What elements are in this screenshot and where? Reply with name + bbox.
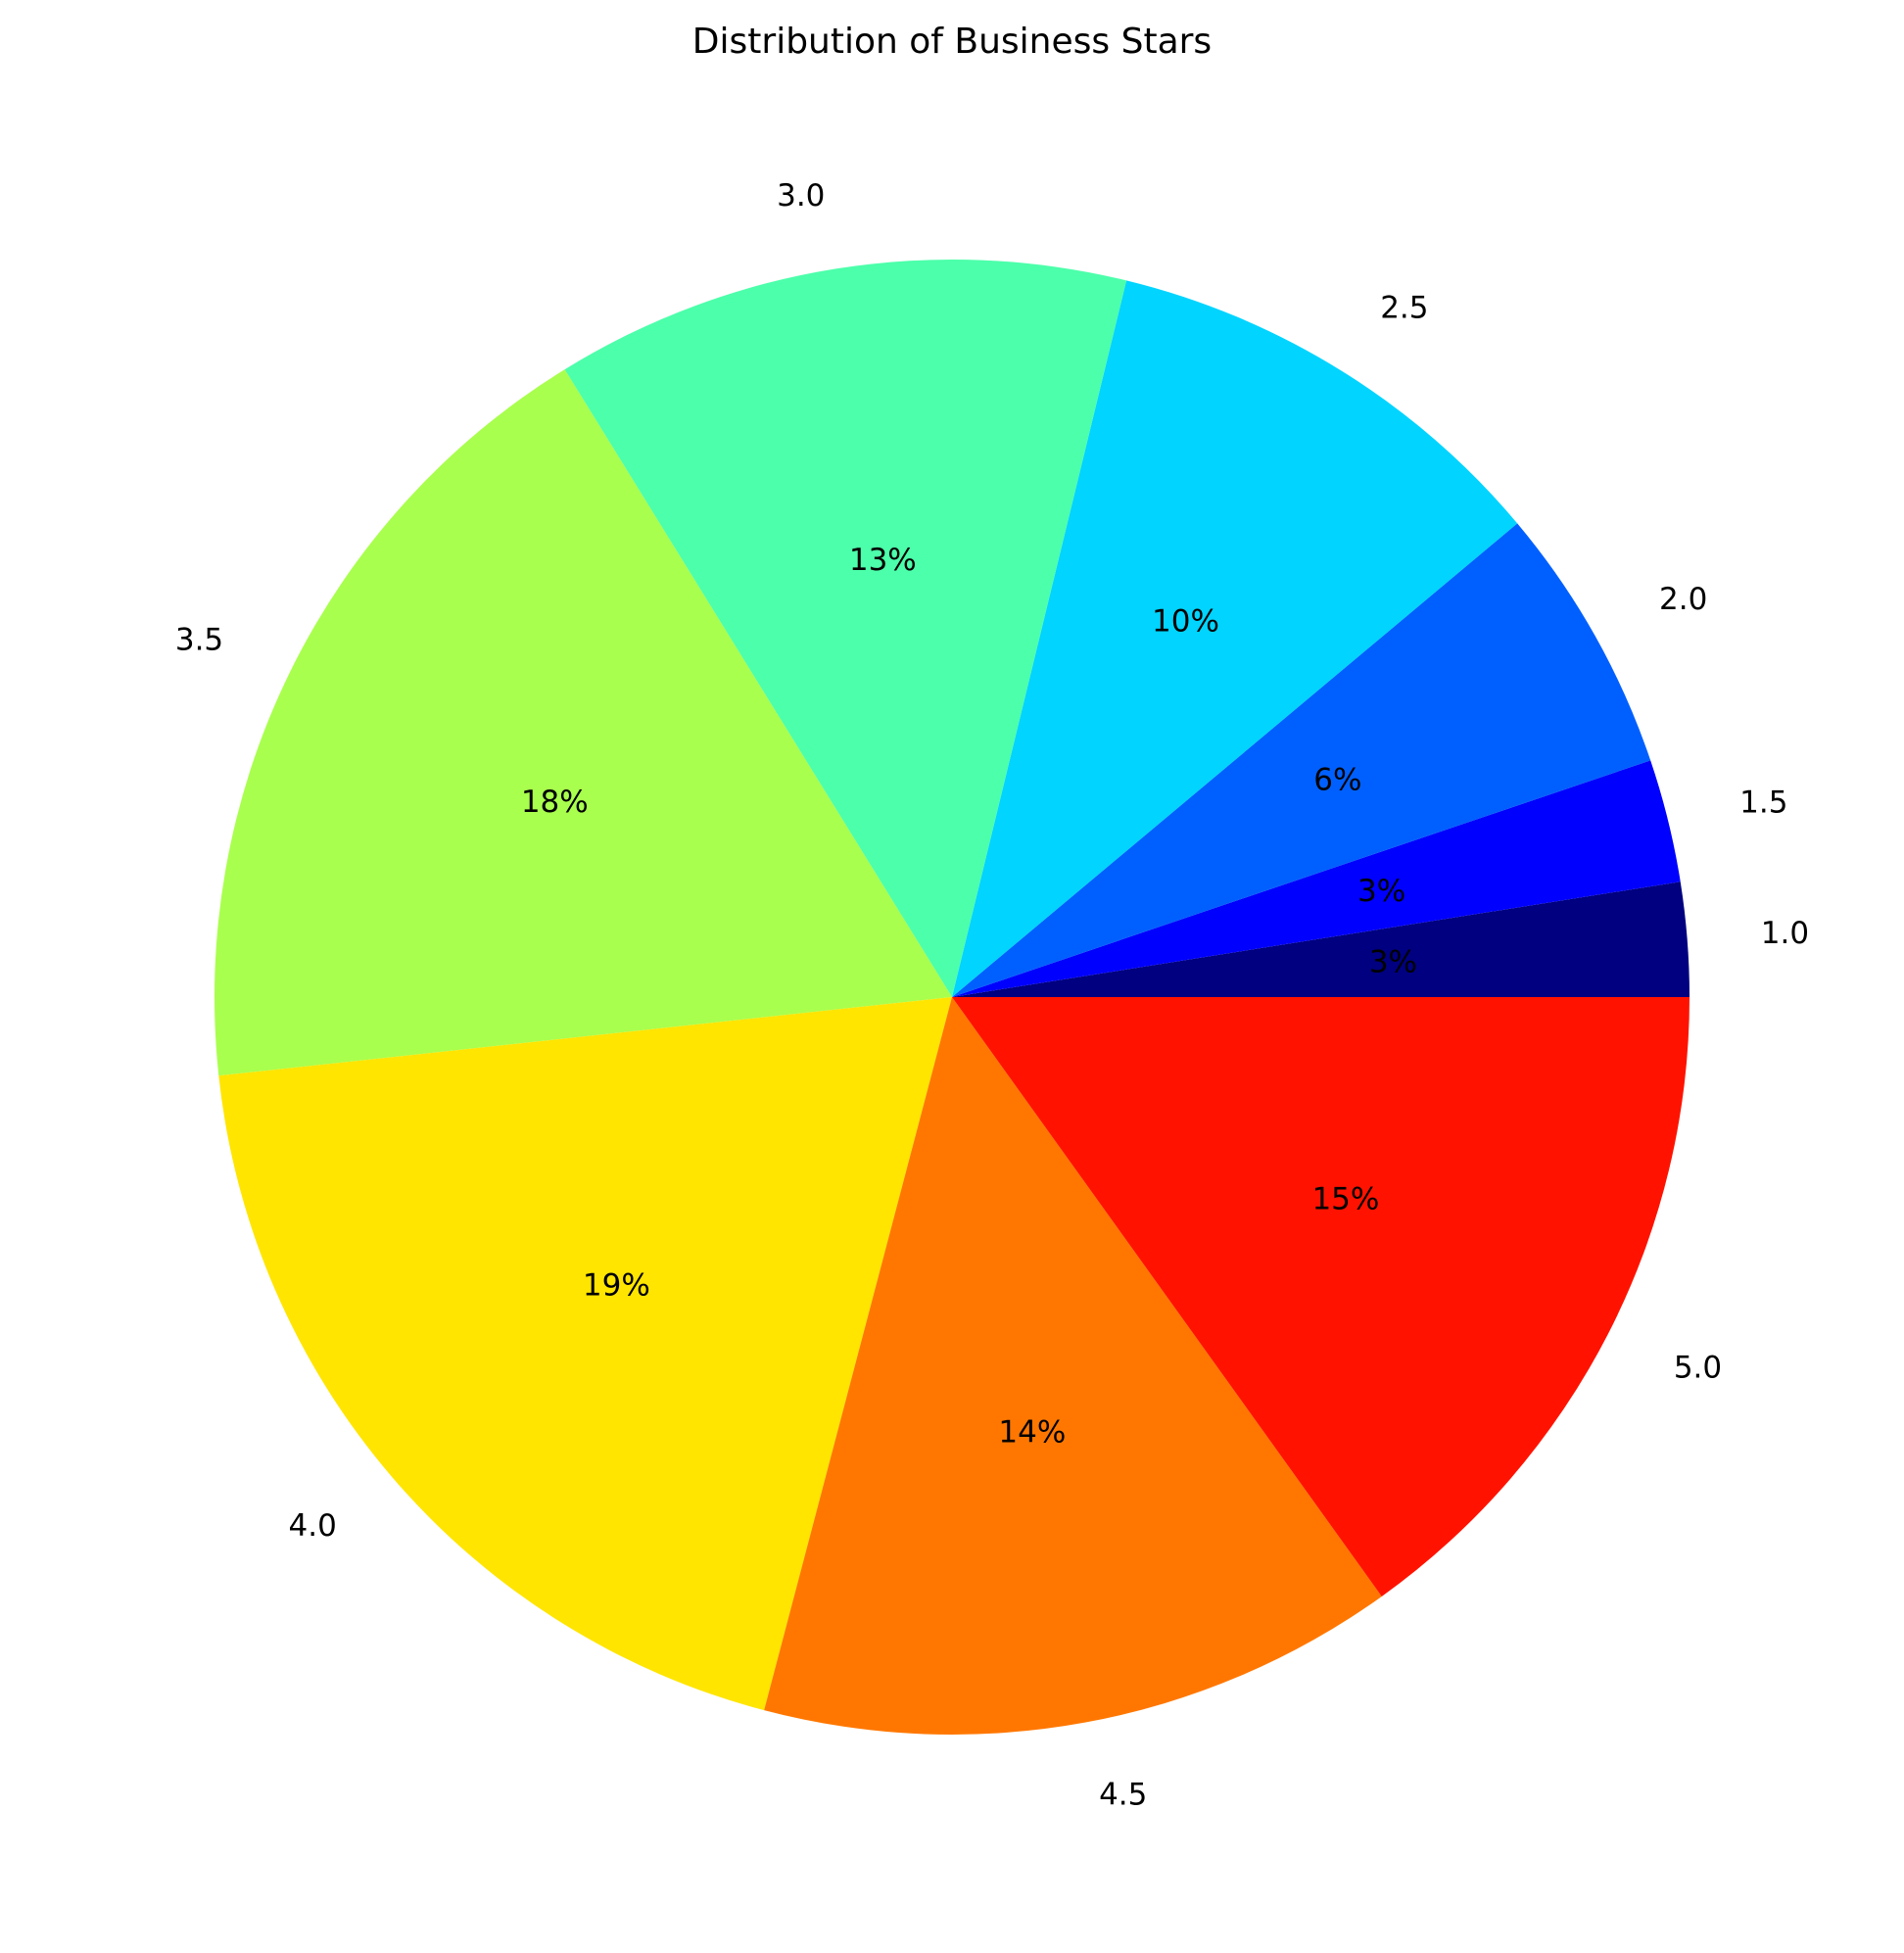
pie-slice-2.0	[952, 523, 1651, 997]
category-label-1.0: 1.0	[1761, 916, 1809, 951]
pie-slice-1.0	[952, 881, 1690, 997]
category-label-1.5: 1.5	[1739, 786, 1787, 821]
percent-label-1.0: 3%	[1369, 945, 1417, 980]
pie-slice-5.0	[952, 997, 1690, 1596]
category-label-3.5: 3.5	[175, 623, 223, 658]
percent-label-4.0: 19%	[583, 1268, 650, 1304]
percent-label-2.5: 10%	[1152, 603, 1219, 639]
pie-slices	[214, 259, 1690, 1735]
pie-slice-4.5	[764, 997, 1382, 1735]
percent-label-5.0: 15%	[1311, 1181, 1379, 1216]
chart-title: Distribution of Business Stars	[691, 22, 1213, 62]
category-label-4.0: 4.0	[289, 1508, 337, 1544]
percent-label-2.0: 6%	[1313, 763, 1361, 798]
pie-slice-1.5	[952, 760, 1681, 997]
pie-slice-4.0	[218, 997, 953, 1711]
category-label-3.0: 3.0	[777, 178, 825, 214]
category-label-2.5: 2.5	[1380, 290, 1428, 325]
percent-label-4.5: 14%	[998, 1414, 1066, 1450]
percent-label-1.5: 3%	[1357, 874, 1405, 909]
pie-slice-3.0	[564, 259, 1127, 997]
percent-label-3.0: 13%	[849, 543, 917, 578]
category-label-5.0: 5.0	[1674, 1350, 1722, 1385]
category-label-4.5: 4.5	[1099, 1778, 1147, 1813]
pie-slice-2.5	[952, 280, 1518, 997]
percent-label-3.5: 18%	[521, 785, 589, 820]
pie-slice-3.5	[214, 369, 952, 1076]
category-label-2.0: 2.0	[1659, 582, 1707, 617]
pie-labels: 3% 1.0 3% 1.5 6% 2.0 10% 2.5 13% 3.0 18% 3.5 19% 4.0 1…	[175, 178, 1809, 1813]
